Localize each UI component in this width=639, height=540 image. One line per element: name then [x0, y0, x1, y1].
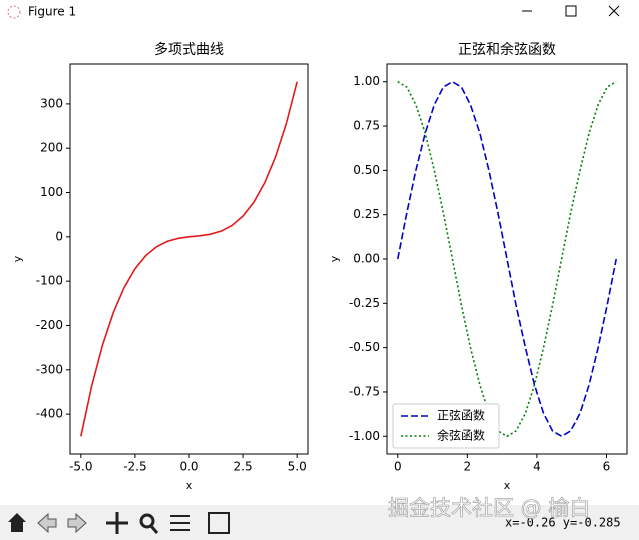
maximize-button[interactable]: [565, 5, 577, 17]
x-tick-label: 0: [394, 460, 402, 474]
y-tick-label: -100: [36, 274, 63, 288]
zoom-handle: [149, 525, 159, 534]
y-tick-label: 300: [40, 96, 63, 110]
x-tick-label: 5.0: [288, 460, 307, 474]
axes-frame: [386, 63, 628, 455]
y-tick-label: 0.25: [353, 207, 380, 221]
x-axis-label: x: [504, 479, 511, 492]
status-text: x=-0.26 y=-0.285: [505, 516, 621, 530]
y-tick-label: -200: [36, 318, 63, 332]
legend-label: 正弦函数: [437, 408, 485, 423]
y-axis-label: y: [328, 255, 341, 262]
x-tick-label: 4: [533, 460, 541, 474]
y-tick-label: -0.25: [349, 296, 380, 310]
y-axis-label: y: [11, 255, 24, 262]
y-tick-label: -0.75: [349, 384, 380, 398]
app-icon: [7, 5, 21, 19]
y-tick-label: 100: [40, 185, 63, 199]
save-button[interactable]: [208, 512, 230, 534]
y-tick-label: 0.00: [353, 252, 380, 266]
zoom-button[interactable]: [139, 513, 155, 529]
y-tick-label: -1.00: [349, 429, 380, 443]
configure-button[interactable]: [170, 515, 190, 531]
x-tick-label: -2.5: [123, 460, 146, 474]
x-tick-label: 2: [464, 460, 472, 474]
y-tick-label: -300: [36, 362, 63, 376]
series-line: [397, 81, 617, 438]
chart-title: 多项式曲线: [154, 41, 224, 58]
x-tick-label: 6: [603, 460, 611, 474]
axes-frame: [69, 63, 309, 455]
legend-label: 余弦函数: [437, 428, 485, 443]
chart-title: 正弦和余弦函数: [458, 41, 556, 58]
legend: [392, 403, 500, 449]
window-title: Figure 1: [28, 5, 76, 19]
series-line: [80, 81, 298, 437]
y-tick-label: -400: [36, 407, 63, 421]
y-tick-label: 0.50: [353, 163, 380, 177]
y-tick-label: 0.75: [353, 119, 380, 133]
forward-button[interactable]: [67, 512, 87, 534]
y-tick-label: 0: [55, 229, 63, 243]
x-tick-label: 0.0: [179, 460, 198, 474]
x-axis-label: x: [186, 479, 193, 492]
x-tick-label: -5.0: [69, 460, 92, 474]
y-tick-label: 1.00: [353, 74, 380, 88]
y-tick-label: -0.50: [349, 340, 380, 354]
back-button[interactable]: [37, 512, 57, 534]
toolbar-buttons: [8, 512, 230, 534]
home-button[interactable]: [8, 513, 26, 532]
x-tick-label: 2.5: [234, 460, 253, 474]
watermark: 掘金技术社区 @ 榆白: [388, 496, 590, 520]
close-button[interactable]: [608, 5, 620, 17]
pan-button[interactable]: [106, 512, 128, 534]
y-tick-label: 200: [40, 141, 63, 155]
